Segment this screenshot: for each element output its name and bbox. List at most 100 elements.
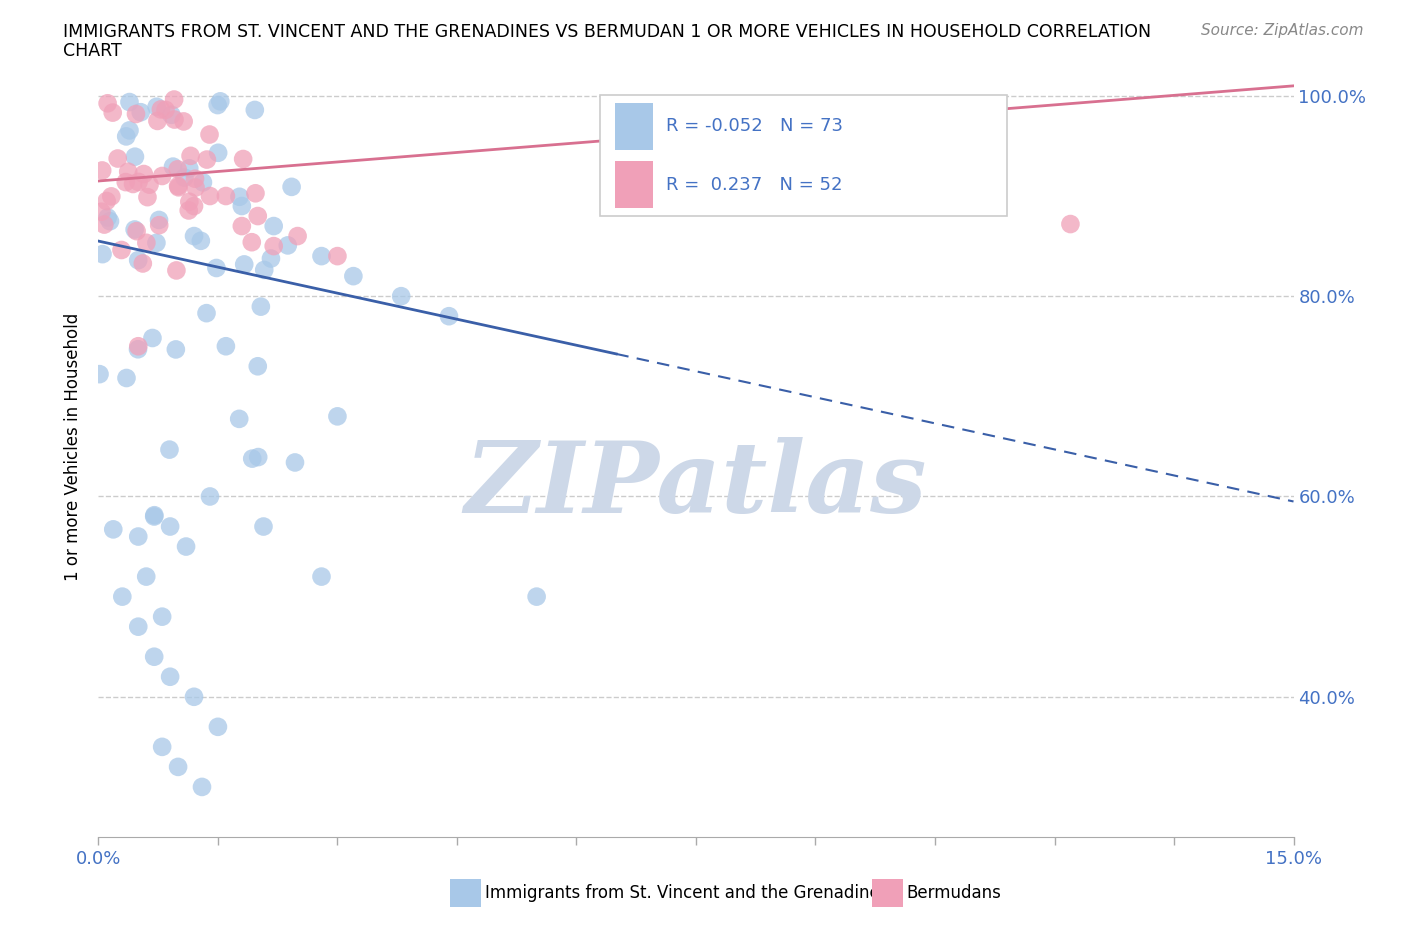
Point [167,179,190,194]
Point [124,149,146,164]
Point [159,442,181,457]
Point [149,102,172,117]
Point [263,219,285,233]
Point [150,168,173,183]
Point [162,159,184,174]
Point [90,205,112,219]
Text: Source: ZipAtlas.com: Source: ZipAtlas.com [1201,23,1364,38]
Point [101,105,124,120]
Point [231,199,253,214]
Point [127,619,149,634]
Point [128,175,150,190]
Text: IMMIGRANTS FROM ST. VINCENT AND THE GRENADINES VS BERMUDAN 1 OR MORE VEHICLES IN: IMMIGRANTS FROM ST. VINCENT AND THE GREN… [63,23,1152,41]
Point [207,98,229,113]
Text: Bermudans: Bermudans [907,884,1001,902]
FancyBboxPatch shape [600,95,1007,216]
Point [136,190,159,205]
Point [215,339,238,353]
Point [125,224,148,239]
Point [389,288,412,303]
Point [183,689,205,704]
Text: Immigrants from St. Vincent and the Grenadines: Immigrants from St. Vincent and the Gren… [485,884,889,902]
Point [207,145,229,160]
Point [143,508,166,523]
Point [145,235,167,250]
Point [167,179,190,193]
Point [526,590,548,604]
Point [124,222,146,237]
Point [148,212,170,227]
Point [247,449,270,464]
Point [135,235,157,250]
Point [114,175,136,190]
Point [179,161,201,176]
Point [190,233,212,248]
Point [132,256,155,271]
Point [143,509,166,524]
Point [138,178,160,193]
Point [155,102,177,117]
Point [326,248,349,263]
Point [160,107,183,122]
Point [127,253,149,268]
Point [97,210,120,225]
Point [159,519,181,534]
Point [93,217,115,232]
Point [253,262,276,277]
Point [240,234,263,249]
Point [311,248,333,263]
Point [111,590,134,604]
Text: R =  0.237   N = 52: R = 0.237 N = 52 [666,176,842,193]
Point [191,779,214,794]
Point [167,760,190,775]
Point [135,569,157,584]
Point [107,151,129,166]
Point [166,162,188,177]
Point [195,153,218,167]
Point [231,219,253,233]
Point [228,190,250,205]
Point [1059,217,1081,232]
Point [240,451,263,466]
Point [179,194,201,209]
Point [246,359,269,374]
Point [91,163,114,178]
Point [174,539,197,554]
Point [150,739,173,754]
Point [198,127,221,142]
Point [165,263,187,278]
Point [173,170,195,185]
Point [284,455,307,470]
Text: CHART: CHART [63,42,122,60]
Point [191,175,214,190]
Point [91,246,114,261]
Point [277,238,299,253]
Point [280,179,302,194]
Point [232,152,254,166]
Point [129,105,152,120]
Point [118,123,141,138]
Point [165,342,187,357]
Point [163,92,186,107]
Point [198,489,221,504]
Point [122,177,145,192]
Point [148,218,170,232]
Point [183,229,205,244]
Point [145,100,167,114]
Bar [614,161,652,208]
Point [184,171,207,186]
Point [243,102,266,117]
Point [180,149,202,164]
Point [141,330,163,345]
Point [209,94,232,109]
Point [260,251,283,266]
Point [252,519,274,534]
Point [173,114,195,129]
Point [96,193,118,208]
Point [263,239,285,254]
Point [177,203,200,218]
Point [110,243,132,258]
Point [245,186,267,201]
Point [195,306,218,321]
Point [98,214,121,229]
